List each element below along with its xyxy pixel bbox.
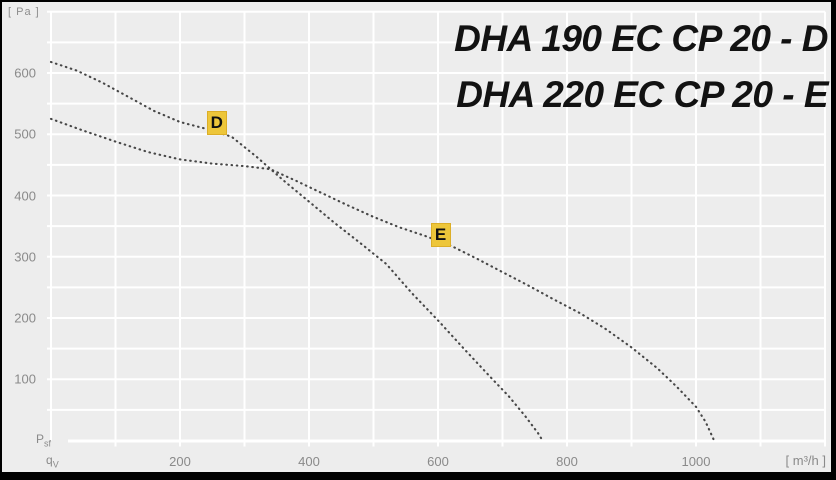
curve-label-d: D	[206, 111, 227, 136]
y-tick-label-100: 100	[14, 371, 36, 387]
plot-area	[47, 10, 826, 447]
fan-curve-d	[49, 60, 544, 442]
x-tick-label-200: 200	[169, 454, 191, 469]
fan-curve-e	[49, 117, 716, 442]
y-tick-label-400: 400	[14, 188, 36, 203]
title-line-2: DHA 220 EC CP 20 - E	[456, 74, 828, 115]
x-tick-label-1000: 1000	[681, 454, 711, 469]
chart-canvas: [ Pa ] 100 200 300 400 500 600 200 400 600 800 10…	[2, 2, 831, 472]
y-tick-label-300: 300	[14, 249, 36, 265]
y-origin-subscript: sf	[44, 438, 52, 449]
x-origin-base: q	[46, 453, 53, 467]
y-tick-label-500: 500	[14, 126, 36, 142]
x-axis-unit-label: [ m³/h ]	[785, 453, 826, 468]
chart-title: DHA 190 EC CP 20 - D DHA 220 EC CP 20 - …	[454, 11, 828, 123]
x-origin-subscript: V	[52, 459, 59, 470]
y-origin-label: Psf	[36, 432, 51, 448]
title-line-1: DHA 190 EC CP 20 - D	[454, 18, 828, 59]
y-tick-label-200: 200	[14, 310, 36, 326]
y-origin-base: P	[36, 432, 45, 446]
curve-label-e: E	[430, 222, 451, 247]
y-tick-label-600: 600	[14, 65, 36, 81]
y-axis-unit-label: [ Pa ]	[8, 6, 40, 18]
x-tick-label-400: 400	[298, 454, 320, 469]
x-origin-label: qV	[46, 453, 59, 469]
x-tick-label-600: 600	[427, 454, 449, 469]
x-tick-label-800: 800	[556, 454, 578, 469]
